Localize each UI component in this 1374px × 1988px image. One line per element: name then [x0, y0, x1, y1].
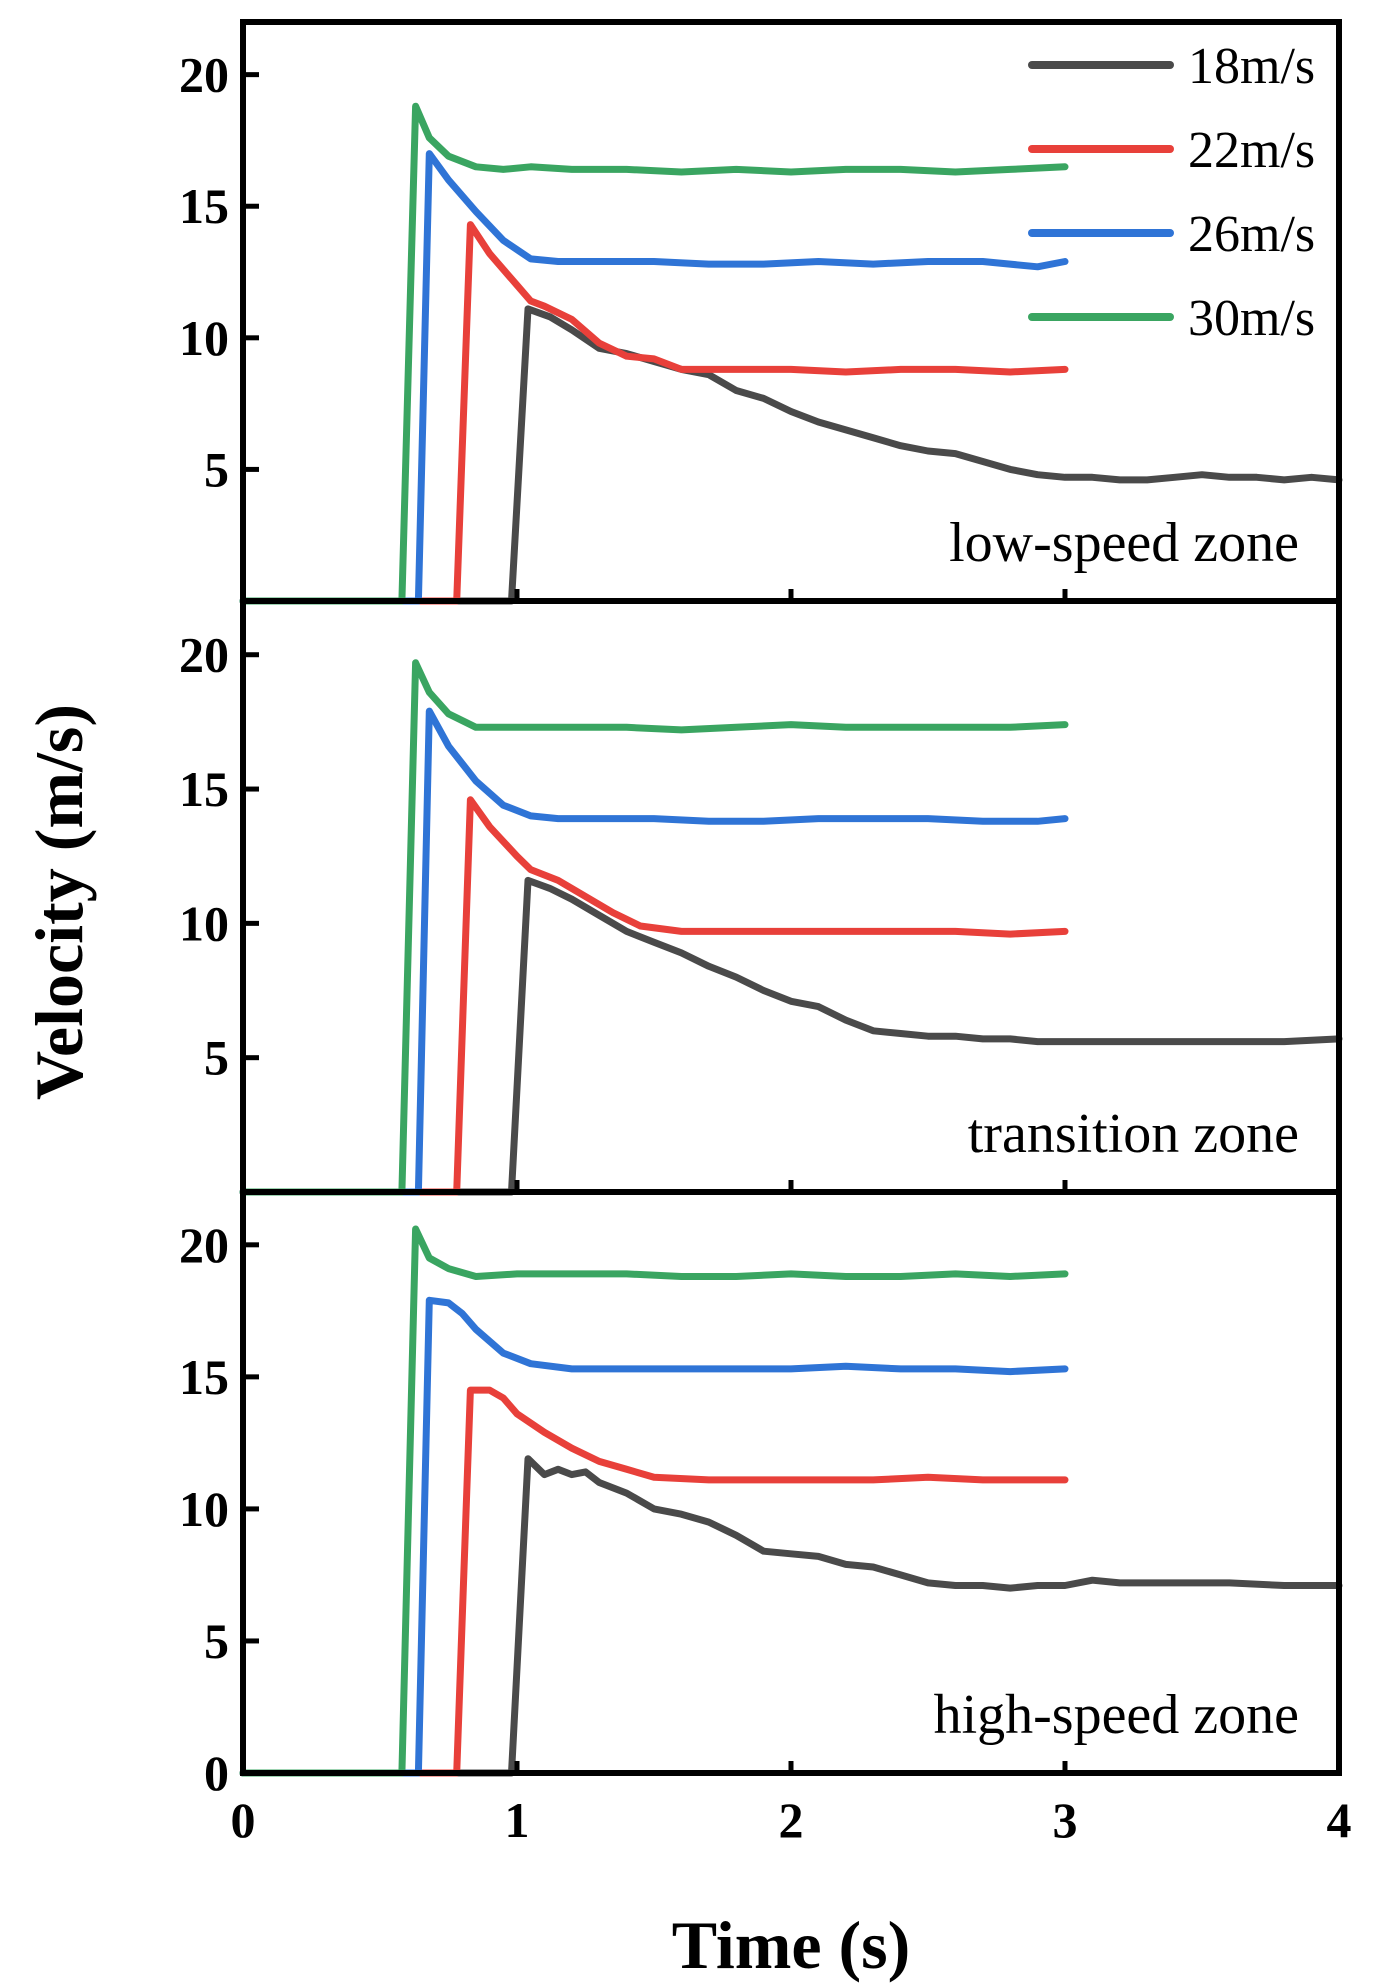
panel-middle: 5 10 15 20 transition zone [179, 598, 1343, 1196]
y-tick-label: 5 [204, 1613, 229, 1669]
x-axis-title: Time (s) [672, 1907, 911, 1983]
series-line-26m-s [239, 707, 1069, 1196]
y-tick-label: 20 [179, 47, 229, 103]
x-tick-label: 4 [1327, 1792, 1352, 1848]
series-line-18m-s [239, 1455, 1343, 1777]
legend-label: 22m/s [1188, 122, 1315, 179]
series-line-18m-s [239, 876, 1343, 1196]
legend-label: 26m/s [1188, 206, 1315, 263]
legend-label: 18m/s [1188, 38, 1315, 95]
x-tick-label: 0 [231, 1792, 256, 1848]
series-line-22m-s [239, 796, 1069, 1196]
series-line-26m-s [239, 1296, 1069, 1777]
series-line-30m-s [239, 1225, 1069, 1777]
zone-annotation: low-speed zone [949, 512, 1299, 574]
x-tick-label: 1 [505, 1792, 530, 1848]
zone-annotation: transition zone [968, 1103, 1299, 1165]
y-tick-label: 15 [179, 761, 229, 817]
legend-label: 30m/s [1188, 290, 1315, 347]
y-tick-label: 20 [179, 627, 229, 683]
y-tick-label: 20 [179, 1217, 229, 1273]
series-line-30m-s [239, 659, 1069, 1196]
series-line-22m-s [239, 221, 1069, 605]
y-tick-label: 15 [179, 1349, 229, 1405]
series-line-30m-s [239, 102, 1069, 605]
y-tick-label: 15 [179, 178, 229, 234]
panel-bottom: 0 5 10 15 20 0 1 2 3 4 Time (s) high-speed zone [179, 1189, 1352, 1983]
panel-top: 5 10 15 20 low-speed zone [179, 19, 1343, 605]
y-axis-title: Velocity (m/s) [21, 704, 97, 1100]
y-tick-label: 5 [204, 1030, 229, 1086]
y-tick-label: 10 [179, 895, 229, 951]
x-tick-label: 3 [1053, 1792, 1078, 1848]
series-line-22m-s [239, 1386, 1069, 1777]
x-tick-label: 2 [779, 1792, 804, 1848]
series-line-26m-s [239, 150, 1069, 605]
y-tick-label: 5 [204, 441, 229, 497]
zone-annotation: high-speed zone [934, 1684, 1299, 1746]
y-tick-label: 10 [179, 310, 229, 366]
y-tick-label: 0 [204, 1745, 229, 1801]
legend: 18m/s 22m/s 26m/s 30m/s [1028, 38, 1315, 347]
y-tick-label: 10 [179, 1481, 229, 1537]
